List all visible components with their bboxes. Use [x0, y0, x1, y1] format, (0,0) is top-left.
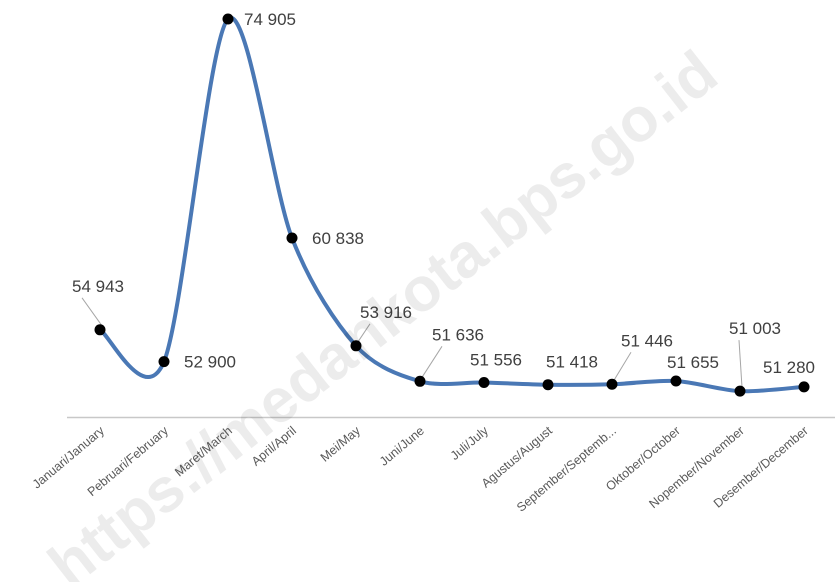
data-point	[222, 13, 234, 25]
data-point	[670, 375, 682, 387]
data-label: 51 280	[763, 358, 815, 377]
data-label: 74 905	[244, 10, 296, 29]
data-label: 51 655	[667, 353, 719, 372]
series-line	[98, 15, 806, 394]
leader-line	[81, 297, 103, 327]
data-points	[94, 13, 810, 397]
data-label: 52 900	[184, 353, 236, 372]
data-point	[94, 324, 106, 336]
leader-line	[613, 351, 632, 381]
x-tick-label: Mei/May	[318, 423, 364, 465]
data-label: 51 446	[621, 331, 673, 350]
data-point	[414, 375, 426, 387]
data-point	[798, 381, 810, 393]
data-point	[542, 379, 554, 391]
data-label: 60 838	[312, 229, 364, 248]
data-point	[286, 232, 298, 244]
leader-line	[421, 346, 443, 378]
data-label: 54 943	[72, 277, 124, 296]
leader-line	[357, 323, 371, 343]
data-label: 53 916	[360, 303, 412, 322]
data-label: 51 418	[546, 353, 598, 372]
x-tick-label: Juli/July	[448, 423, 492, 463]
data-label: 51 556	[470, 351, 522, 370]
data-point	[478, 377, 490, 389]
data-label: 51 636	[432, 325, 484, 344]
leader-line	[738, 340, 743, 388]
watermark: https://medankota.bps.go.id	[36, 38, 730, 582]
data-point	[606, 378, 618, 390]
leader-lines	[81, 297, 743, 388]
x-tick-label: Juni/June	[377, 424, 427, 469]
data-label: 51 003	[729, 319, 781, 338]
data-point	[734, 385, 746, 397]
data-point	[158, 356, 170, 368]
data-labels: 54 943 52 900 74 905 60 838 53 916 51 636 51 5…	[72, 10, 815, 377]
data-point	[350, 340, 362, 352]
